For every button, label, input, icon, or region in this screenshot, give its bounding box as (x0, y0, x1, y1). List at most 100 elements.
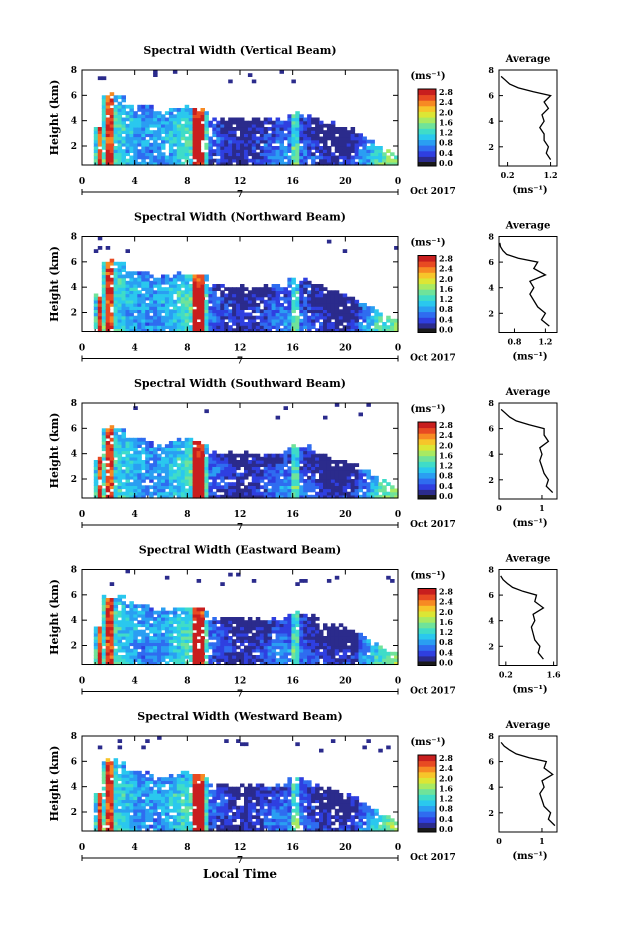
heatmap-cell (338, 149, 344, 153)
heatmap-cell (311, 639, 316, 643)
heatmap-cell (105, 655, 111, 659)
heatmap-cell (196, 152, 202, 157)
heatmap-cell (161, 328, 166, 333)
heatmap-cell (326, 290, 332, 295)
heatmap-cell (125, 306, 130, 310)
colorbar-swatch (418, 655, 436, 662)
heatmap-cell (212, 636, 217, 640)
heatmap-cell (113, 827, 119, 832)
heatmap-cell (283, 406, 288, 410)
heatmap-cell (105, 139, 111, 144)
heatmap-cell (319, 296, 324, 301)
heatmap-cell (220, 463, 225, 467)
heatmap-cell (192, 312, 198, 317)
heatmap-cell (176, 450, 182, 455)
heatmap-cell (212, 139, 217, 144)
heatmap-cell (153, 802, 158, 807)
heatmap-cell (263, 146, 269, 150)
heatmap-cell (303, 632, 308, 637)
heatmap-cell (164, 296, 170, 301)
heatmap-cell (346, 632, 352, 637)
colorbar-swatch (418, 444, 436, 451)
heatmap-cell (200, 328, 205, 333)
heatmap-cell (295, 161, 300, 166)
heatmap-cell (141, 610, 146, 615)
heatmap-cell (196, 651, 202, 656)
heatmap-cell (204, 303, 209, 307)
heatmap-cell (97, 312, 103, 317)
heatmap-cell (212, 158, 217, 163)
heatmap-cell (390, 322, 395, 326)
heatmap-cell (101, 309, 107, 314)
heatmap-cell (164, 789, 170, 794)
heatmap-cell (129, 146, 134, 150)
heatmap-cell (212, 494, 217, 499)
heatmap-cell (216, 661, 221, 666)
heatmap-cell (141, 328, 146, 333)
heatmap-cell (366, 309, 371, 314)
heatmap-cell (204, 290, 209, 295)
heatmap-cell (141, 485, 146, 490)
heatmap-cell (354, 488, 360, 493)
heatmap-cell (129, 161, 134, 166)
heatmap-cell (149, 774, 154, 778)
heatmap-cell (105, 265, 111, 269)
heatmap-cell (283, 456, 288, 461)
heatmap-cell (315, 632, 320, 637)
heatmap-cell (129, 610, 134, 615)
heatmap-cell (358, 142, 363, 147)
heatmap-cell (350, 636, 356, 640)
heatmap-cell (247, 127, 253, 131)
heatmap-cell (319, 642, 324, 647)
heatmap-cell (113, 617, 119, 621)
heatmap-cell (121, 284, 126, 288)
heatmap-cell (168, 827, 174, 832)
heatmap-cell (149, 152, 154, 157)
heatmap-cell (330, 475, 336, 480)
heatmap-cell (149, 318, 154, 323)
average-y-tick-label: 8 (488, 65, 494, 75)
heatmap-cell (334, 303, 340, 307)
heatmap-cell (137, 808, 142, 813)
heatmap-cell (279, 142, 284, 147)
heatmap-cell (141, 623, 146, 628)
heatmap-cell (101, 642, 107, 647)
heatmap-cell (121, 325, 126, 329)
heatmap-cell (291, 629, 296, 634)
heatmap-cell (275, 658, 281, 662)
heatmap-cell (141, 745, 146, 750)
heatmap-cell (101, 812, 107, 816)
heatmap-cell (323, 460, 328, 464)
heatmap-cell (216, 142, 221, 147)
heatmap-cell (216, 130, 221, 134)
heatmap-cell (184, 456, 190, 461)
colorbar-swatch (418, 650, 436, 657)
heatmap-cell (117, 799, 123, 804)
heatmap-cell (358, 412, 363, 417)
heatmap-cell (299, 472, 304, 477)
heatmap-cell (129, 293, 134, 298)
heatmap-cell (105, 284, 111, 288)
heatmap-cell (267, 293, 273, 298)
heatmap-cell (330, 472, 336, 477)
heatmap-cell (101, 76, 107, 81)
heatmap-cell (370, 488, 375, 493)
heatmap-cell (315, 287, 320, 291)
heatmap-cell (105, 639, 111, 643)
heatmap-cell (330, 158, 336, 163)
heatmap-cell (259, 123, 265, 128)
heatmap-cell (350, 488, 356, 493)
heatmap-cell (259, 456, 265, 461)
heatmap-cell (184, 441, 190, 445)
heatmap-cell (236, 620, 241, 624)
heatmap-cell (374, 645, 379, 650)
heatmap-cell (370, 155, 375, 160)
heatmap-cell (228, 127, 233, 131)
average-profile-line (500, 575, 545, 660)
heatmap-cell (299, 152, 304, 157)
heatmap-cell (362, 315, 367, 320)
heatmap-cell (125, 629, 130, 634)
heatmap-cell (271, 318, 277, 323)
heatmap-cell (161, 293, 166, 298)
heatmap-cell (184, 632, 190, 637)
